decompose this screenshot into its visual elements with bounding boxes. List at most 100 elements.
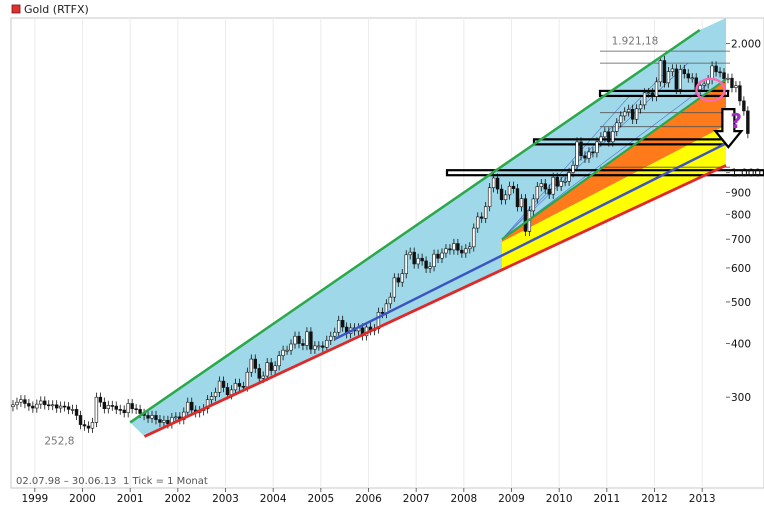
low-label: 252,8: [44, 435, 74, 447]
candle: [746, 110, 750, 134]
x-tick-label: 2011: [593, 493, 620, 505]
candle: [615, 122, 619, 132]
candle: [531, 198, 536, 212]
candle: [642, 92, 647, 106]
lower-trend-line: [143, 164, 727, 438]
question-mark: ?: [730, 109, 742, 133]
candle: [666, 71, 671, 84]
candle: [273, 365, 277, 371]
candle: [82, 424, 87, 427]
candle: [583, 155, 587, 159]
candle: [420, 257, 424, 262]
candle: [305, 331, 309, 346]
candle: [31, 405, 35, 409]
candle: [658, 60, 663, 83]
candle: [261, 375, 265, 379]
candle: [483, 206, 488, 219]
candle: [396, 277, 400, 283]
candle: [233, 383, 238, 391]
candle: [535, 186, 540, 200]
candle: [495, 177, 500, 190]
candle: [313, 345, 317, 350]
candle: [599, 136, 603, 143]
y-tick-label: 500: [731, 297, 751, 309]
level-band: [445, 169, 764, 177]
candle: [51, 404, 55, 407]
candle: [646, 92, 651, 94]
candle: [269, 362, 273, 371]
candle: [70, 409, 75, 411]
y-tick-label: 600: [731, 263, 751, 275]
candle: [114, 405, 118, 410]
candle: [472, 227, 476, 248]
candle: [587, 151, 591, 159]
upper-trend-line: [129, 28, 701, 424]
candle: [237, 383, 242, 387]
y-tick-label: 800: [731, 209, 751, 221]
candle: [503, 194, 508, 201]
candle: [23, 399, 27, 404]
candle: [253, 358, 257, 369]
candle: [78, 415, 83, 425]
candle: [440, 252, 444, 259]
candle: [487, 187, 492, 207]
candle: [448, 248, 452, 251]
candle: [118, 409, 122, 411]
x-tick-label: 2006: [355, 493, 382, 505]
candle: [734, 85, 738, 88]
candle: [424, 260, 428, 269]
candle: [412, 251, 416, 265]
candle: [555, 176, 559, 187]
candle: [150, 415, 154, 419]
candle: [400, 273, 404, 283]
y-tick-label: 1.000: [731, 168, 761, 180]
y-tick-label: 900: [731, 187, 751, 199]
candle: [654, 81, 659, 97]
candle: [611, 131, 615, 143]
candle: [62, 405, 67, 408]
x-tick-label: 2010: [546, 493, 573, 505]
x-tick-label: 2009: [498, 493, 525, 505]
candle: [575, 141, 579, 166]
candle: [297, 335, 301, 344]
candle: [626, 109, 631, 113]
candle: [460, 249, 464, 254]
candle: [213, 391, 218, 397]
annotations: 1.921,18 252,8 ?: [44, 35, 744, 447]
candle: [154, 415, 158, 420]
channel-lines: [129, 28, 727, 438]
candle: [325, 340, 329, 348]
candle: [190, 401, 194, 411]
candle: [301, 343, 305, 346]
candle: [340, 320, 345, 328]
candle: [205, 399, 210, 410]
candle: [329, 335, 333, 341]
candle: [110, 405, 114, 407]
candle: [595, 141, 599, 154]
candle: [404, 254, 408, 274]
yellow-band: [501, 125, 726, 270]
x-tick-label: 2002: [164, 493, 191, 505]
candle: [146, 415, 150, 419]
candle: [742, 100, 746, 112]
candle: [591, 151, 595, 154]
candle: [607, 131, 611, 143]
candle: [551, 176, 555, 195]
candle: [547, 188, 551, 195]
candle: [623, 111, 627, 117]
x-tick-label: 2000: [69, 493, 96, 505]
candle: [388, 296, 393, 305]
candle: [432, 253, 436, 268]
candle: [158, 419, 162, 423]
candle: [130, 403, 134, 410]
channel-fill: [130, 18, 726, 437]
x-tick-label: 2005: [307, 493, 334, 505]
candle: [674, 68, 679, 90]
candle: [90, 422, 95, 429]
candle: [738, 85, 742, 102]
down-arrow: [713, 108, 744, 149]
legend-swatch: [11, 4, 21, 14]
candle: [186, 401, 190, 413]
candle: [678, 69, 683, 90]
candle: [634, 108, 639, 120]
